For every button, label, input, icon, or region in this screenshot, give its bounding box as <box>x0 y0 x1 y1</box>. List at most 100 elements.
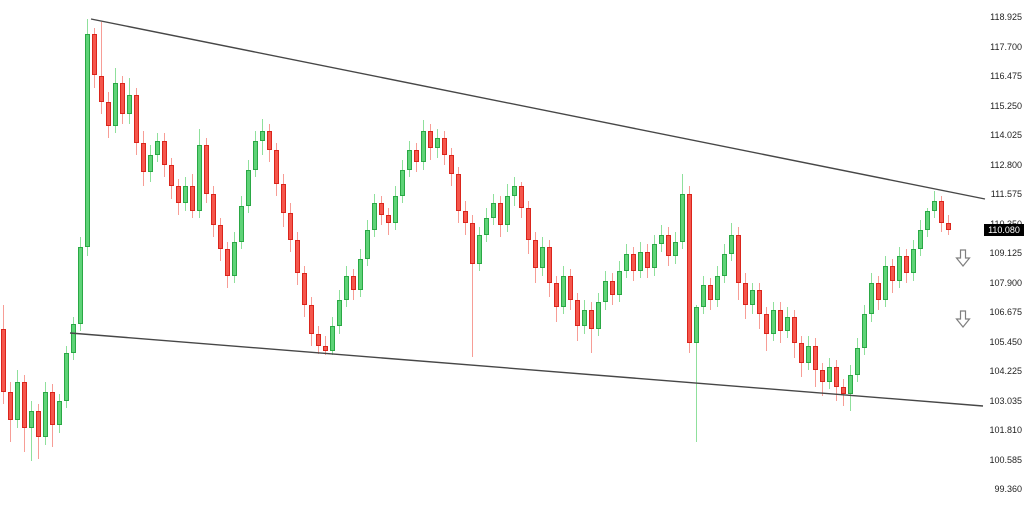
candle-body <box>427 130 433 148</box>
candle-body <box>182 186 188 204</box>
candle-body <box>231 241 237 276</box>
price-axis-label: 105.450 <box>989 336 1022 347</box>
candle-body <box>357 258 363 291</box>
candle-body <box>441 138 447 156</box>
candle-body <box>308 304 314 334</box>
candle-body <box>224 249 230 276</box>
candle-body <box>798 343 804 363</box>
candle-body <box>770 309 776 334</box>
candle-body <box>434 138 440 148</box>
candle-body <box>693 307 699 344</box>
candle-body <box>889 266 895 281</box>
candle-body <box>420 130 426 163</box>
candle-body <box>924 210 930 230</box>
price-axis-label: 100.585 <box>989 454 1022 465</box>
candle-body <box>749 290 755 305</box>
candle-body <box>322 345 328 351</box>
candle-body <box>931 200 937 211</box>
candle-body <box>882 266 888 300</box>
candle-body <box>560 275 566 308</box>
candle-body <box>833 367 839 387</box>
candle-body <box>392 196 398 223</box>
price-axis-label: 101.810 <box>989 425 1022 435</box>
candle-body <box>196 145 202 211</box>
price-axis-label: 106.675 <box>989 307 1022 317</box>
candle-body <box>42 391 48 438</box>
candle-body <box>469 222 475 264</box>
candle-body <box>910 249 916 274</box>
down-arrow-icon[interactable] <box>955 249 971 267</box>
candle-body <box>868 282 874 315</box>
candle-body <box>735 234 741 283</box>
candle-body <box>518 186 524 209</box>
candle-body <box>287 213 293 240</box>
candle-body <box>686 193 692 344</box>
candle-body <box>917 229 923 250</box>
candle-body <box>938 200 944 223</box>
candle-body <box>238 205 244 242</box>
candle-body <box>602 280 608 303</box>
candle-wick <box>695 304 697 443</box>
candle-body <box>665 234 671 257</box>
candle-body <box>630 254 636 271</box>
candle-body <box>35 410 41 438</box>
candle-body <box>252 140 258 170</box>
candle-body <box>301 273 307 305</box>
candle-body <box>105 102 111 127</box>
candle-body <box>497 203 503 226</box>
candle-body <box>742 282 748 305</box>
price-axis-label: 109.125 <box>989 248 1022 258</box>
candle-body <box>203 145 209 194</box>
candle-body <box>273 150 279 185</box>
candle-body <box>168 164 174 187</box>
candle-body <box>553 282 559 308</box>
candle-body <box>63 352 69 402</box>
candle-body <box>280 184 286 213</box>
candle-body <box>28 410 34 428</box>
candle-body <box>721 254 727 276</box>
price-axis-label: 118.925 <box>990 12 1022 22</box>
candle-body <box>700 285 706 308</box>
candle-body <box>777 309 783 332</box>
candle-body <box>462 210 468 223</box>
candle-body <box>315 333 321 346</box>
candle-body <box>840 386 846 394</box>
candle-body <box>854 348 860 375</box>
candle-body <box>679 193 685 242</box>
lower-channel-line[interactable] <box>69 332 984 407</box>
candle-body <box>119 82 125 115</box>
candle-body <box>378 203 384 216</box>
candle-body <box>77 246 83 324</box>
candle-body <box>483 217 489 235</box>
candle-body <box>945 222 951 231</box>
price-axis-label: 112.800 <box>990 159 1022 170</box>
candle-body <box>413 150 419 163</box>
candle-body <box>567 275 573 300</box>
price-axis-label: 104.225 <box>989 366 1022 376</box>
candle-body <box>70 323 76 353</box>
candle-body <box>546 246 552 283</box>
candle-body <box>707 285 713 300</box>
candle-body <box>455 174 461 211</box>
candle-body <box>385 215 391 223</box>
candle-body <box>511 186 517 197</box>
candle-body <box>476 234 482 264</box>
candle-body <box>140 143 146 172</box>
candle-body <box>791 316 797 344</box>
candle-body <box>266 130 272 151</box>
candle-body <box>756 290 762 315</box>
candle-body <box>0 328 6 392</box>
candle-body <box>147 155 153 172</box>
candle-body <box>658 234 664 245</box>
candle-body <box>623 254 629 271</box>
candle-body <box>539 246 545 269</box>
candle-body <box>812 345 818 370</box>
down-arrow-icon[interactable] <box>955 310 971 328</box>
candle-body <box>588 309 594 329</box>
candle-body <box>819 369 825 382</box>
upper-channel-line[interactable] <box>90 18 986 200</box>
candle-body <box>7 391 13 421</box>
